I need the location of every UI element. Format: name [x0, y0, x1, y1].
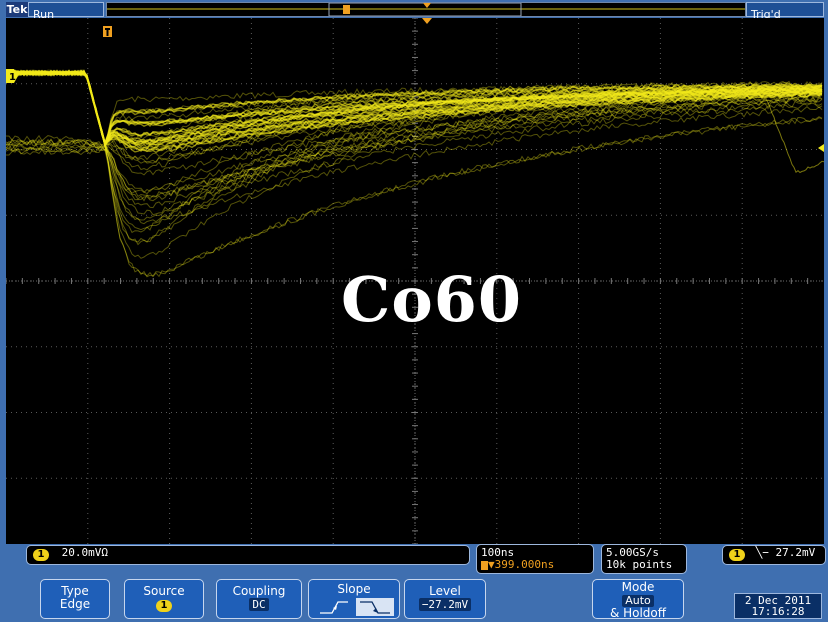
holdoff-label: & Holdoff — [609, 606, 667, 620]
trigger-status: Trig'd — [746, 2, 824, 21]
trigger-slope-icon: ╲ — [755, 546, 763, 559]
waveform-trace — [5, 70, 823, 145]
source-label: Source — [143, 584, 185, 598]
coupling-value: DC — [249, 598, 269, 611]
waveform-trace — [5, 93, 823, 195]
acquisition-state: Run — [28, 2, 104, 21]
record-view-indicator — [107, 3, 745, 16]
sample-rate: 5.00GS/s — [606, 546, 659, 559]
waveform-trace — [5, 116, 823, 278]
slope-button[interactable]: Slope — [308, 579, 400, 619]
slope-label: Slope — [337, 582, 371, 596]
waveform-plot: 1 — [5, 17, 825, 545]
trigger-status-label: Trig'd — [751, 8, 781, 21]
waveform-trace — [6, 70, 823, 145]
trigger-time-icon — [481, 560, 488, 570]
timebase-readout[interactable]: 100ns ▼399.000ns — [476, 544, 594, 574]
svg-text:1: 1 — [9, 72, 16, 83]
mode-holdoff-button[interactable]: Mode Auto & Holdoff — [592, 579, 684, 620]
acquisition-state-label: Run — [33, 8, 55, 21]
slope-options — [314, 598, 394, 616]
trigger-time-marker — [103, 26, 112, 37]
channel-1-ground-marker: 1 — [6, 69, 18, 83]
coupling-button[interactable]: Coupling DC — [216, 579, 302, 619]
channel-1-readout[interactable]: 1 20.0mVΩ — [26, 545, 470, 565]
timebase-scale: 100ns — [481, 546, 515, 559]
date-text: 2 Dec 2011 — [744, 594, 812, 607]
level-value: −27.2mV — [418, 598, 472, 611]
coupling-label: Coupling — [232, 584, 286, 598]
mode-label: Mode — [621, 580, 655, 594]
channel-1-scale: 20.0mVΩ — [61, 546, 108, 559]
level-label: Level — [429, 584, 461, 598]
waveform-trace — [5, 69, 823, 164]
waveform-trace — [5, 69, 823, 198]
waveform-trace — [5, 69, 823, 216]
waveform-trace — [5, 69, 823, 202]
waveform-trace — [6, 70, 823, 153]
tek-logo: Tek — [6, 2, 28, 17]
date-time-display: 2 Dec 2011 17:16:28 — [734, 593, 822, 619]
acquisition-readout[interactable]: 5.00GS/s 10k points — [601, 544, 687, 574]
trigger-source-badge: 1 — [729, 549, 745, 561]
level-button[interactable]: Level −27.2mV — [404, 579, 486, 619]
waveform-trace — [5, 117, 823, 278]
trigger-readout[interactable]: 1 ╲− 27.2mV — [722, 545, 826, 565]
source-badge: 1 — [156, 600, 172, 612]
waveform-trace — [765, 98, 825, 174]
expansion-point-marker — [422, 18, 432, 24]
waveform-display[interactable]: 1 Co60 — [5, 17, 825, 545]
channel-1-waveform — [5, 69, 825, 278]
type-value: Edge — [59, 597, 91, 611]
channel-1-badge: 1 — [33, 549, 49, 561]
trigger-level-marker — [818, 144, 824, 152]
waveform-trace — [5, 69, 823, 225]
source-label: Co60 — [341, 263, 522, 336]
waveform-trace — [6, 97, 823, 176]
waveform-trace — [5, 70, 823, 146]
time-text: 17:16:28 — [751, 605, 805, 618]
waveform-trace — [5, 69, 823, 202]
source-button[interactable]: Source 1 — [124, 579, 204, 619]
record-view-bar — [106, 2, 746, 17]
mode-value: Auto — [622, 595, 654, 607]
falling-slope-icon[interactable] — [356, 598, 394, 616]
record-length: 10k points — [606, 558, 673, 571]
waveform-trace — [5, 97, 823, 209]
type-label: Type — [61, 584, 89, 598]
trigger-level-readout: − 27.2mV — [762, 546, 816, 559]
rising-slope-icon[interactable] — [314, 598, 352, 616]
type-button[interactable]: Type Edge — [40, 579, 110, 619]
waveform-trace — [6, 70, 823, 144]
trigger-position: ▼399.000ns — [488, 558, 555, 571]
